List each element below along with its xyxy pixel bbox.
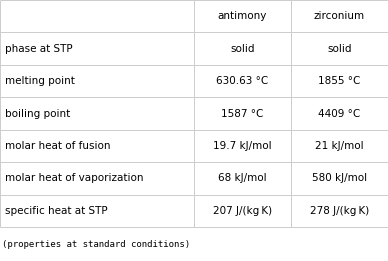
Text: melting point: melting point xyxy=(5,76,74,86)
Text: 1587 °C: 1587 °C xyxy=(221,109,264,118)
Text: 68 kJ/mol: 68 kJ/mol xyxy=(218,173,267,183)
Text: molar heat of fusion: molar heat of fusion xyxy=(5,141,110,151)
Text: zirconium: zirconium xyxy=(314,11,365,21)
Text: 21 kJ/mol: 21 kJ/mol xyxy=(315,141,364,151)
Text: 278 J/(kg K): 278 J/(kg K) xyxy=(310,206,369,216)
Text: 630.63 °C: 630.63 °C xyxy=(217,76,268,86)
Text: solid: solid xyxy=(327,44,352,54)
Text: 19.7 kJ/mol: 19.7 kJ/mol xyxy=(213,141,272,151)
Text: (properties at standard conditions): (properties at standard conditions) xyxy=(2,240,190,248)
Text: solid: solid xyxy=(230,44,255,54)
Text: 4409 °C: 4409 °C xyxy=(319,109,360,118)
Text: 1855 °C: 1855 °C xyxy=(318,76,361,86)
Text: specific heat at STP: specific heat at STP xyxy=(5,206,107,216)
Text: phase at STP: phase at STP xyxy=(5,44,72,54)
Text: molar heat of vaporization: molar heat of vaporization xyxy=(5,173,143,183)
Text: antimony: antimony xyxy=(218,11,267,21)
Text: 207 J/(kg K): 207 J/(kg K) xyxy=(213,206,272,216)
Text: boiling point: boiling point xyxy=(5,109,70,118)
Text: 580 kJ/mol: 580 kJ/mol xyxy=(312,173,367,183)
